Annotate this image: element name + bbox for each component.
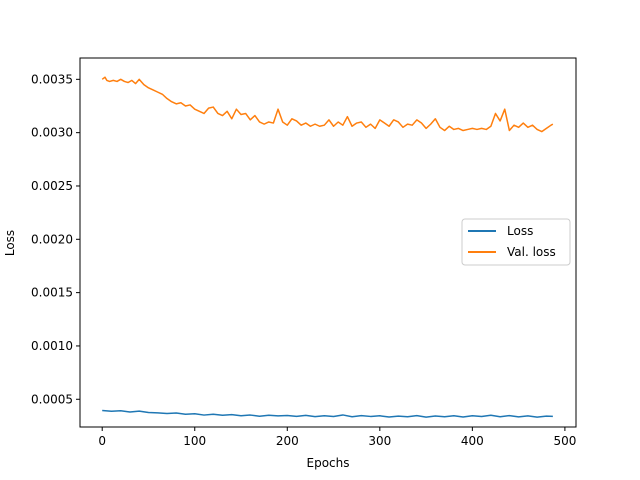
y-tick-label: 0.0035 [31, 72, 73, 86]
y-tick-label: 0.0010 [31, 339, 73, 353]
series-line-val-loss [101, 76, 554, 133]
x-axis-ticks: 0 100 200 300 400 500 [98, 427, 576, 448]
series-layer [101, 76, 554, 418]
legend: Loss Val. loss [461, 218, 571, 266]
y-axis-label: Loss [3, 230, 17, 256]
x-tick-label: 400 [461, 434, 484, 448]
y-tick-label: 0.0015 [31, 286, 73, 300]
y-tick-label: 0.0005 [31, 392, 73, 406]
x-axis-label: Epochs [307, 456, 350, 470]
x-tick-label: 100 [183, 434, 206, 448]
legend-label-val-loss: Val. loss [507, 245, 556, 259]
x-tick-label: 200 [276, 434, 299, 448]
axes-frame [79, 57, 577, 428]
series-line-loss [102, 409, 553, 418]
legend-label-loss: Loss [507, 224, 533, 238]
x-tick-label: 300 [368, 434, 391, 448]
y-tick-label: 0.0025 [31, 179, 73, 193]
x-tick-label: 500 [553, 434, 576, 448]
y-axis-ticks: 0.0005 0.0010 0.0015 0.0020 0.0025 0.0030 0.00… [31, 72, 80, 406]
y-tick-label: 0.0020 [31, 232, 73, 246]
x-tick-label: 0 [98, 434, 106, 448]
y-tick-label: 0.0030 [31, 126, 73, 140]
